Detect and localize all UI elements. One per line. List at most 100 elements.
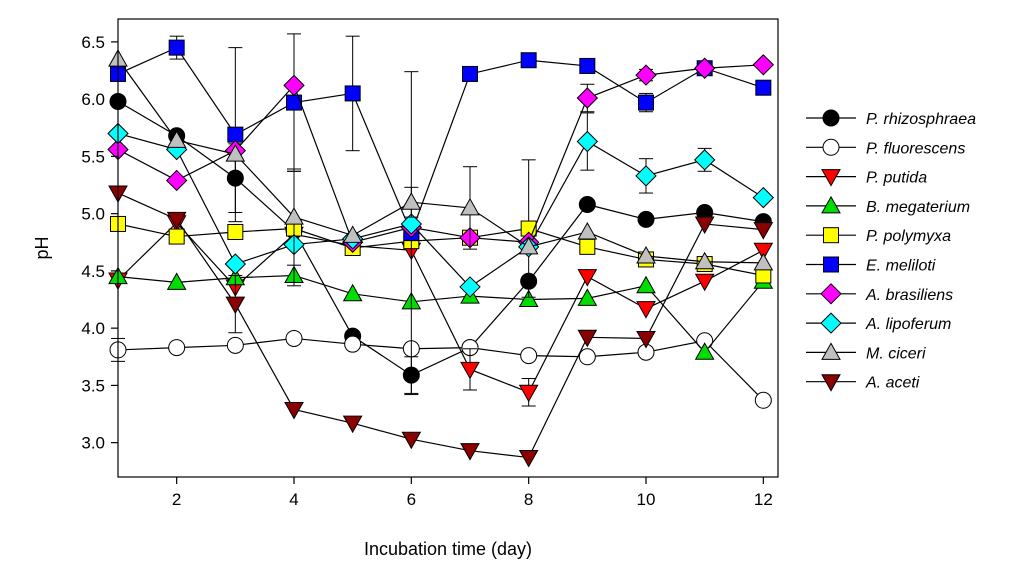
data-point bbox=[577, 269, 598, 287]
legend-item-p-rhizosphraea: P. rhizosphraea bbox=[806, 109, 976, 128]
x-tick-label: 6 bbox=[407, 490, 416, 509]
x-tick-label: 4 bbox=[289, 490, 298, 509]
series-p-polymyxa bbox=[110, 159, 772, 298]
data-point bbox=[693, 149, 716, 171]
legend-marker bbox=[820, 312, 842, 334]
data-point bbox=[579, 238, 596, 255]
series-m-ciceri bbox=[108, 49, 774, 271]
legend-label: A. aceti bbox=[865, 375, 920, 392]
data-point bbox=[284, 207, 304, 225]
data-point bbox=[694, 251, 715, 270]
data-point bbox=[462, 65, 478, 82]
data-point bbox=[400, 213, 423, 235]
series-p-fluorescens bbox=[109, 329, 772, 409]
legend-label: E. meliloti bbox=[866, 258, 936, 275]
series-p-putida bbox=[108, 215, 774, 407]
data-point bbox=[753, 252, 774, 271]
data-point bbox=[460, 443, 480, 461]
data-point bbox=[579, 57, 596, 74]
data-point bbox=[168, 39, 185, 56]
data-point bbox=[520, 52, 537, 69]
legend-marker bbox=[820, 283, 842, 305]
data-point bbox=[635, 64, 657, 86]
data-point bbox=[286, 94, 302, 111]
series-a-aceti bbox=[108, 185, 774, 468]
legend-label: B. megaterium bbox=[866, 199, 970, 216]
data-point bbox=[638, 94, 654, 111]
data-point bbox=[577, 221, 598, 240]
data-point bbox=[166, 211, 187, 230]
x-axis-title: Incubation time (day) bbox=[364, 539, 532, 559]
y-tick-label: 3.5 bbox=[81, 376, 105, 395]
series-line-b-megaterium bbox=[117, 274, 764, 354]
data-point bbox=[283, 74, 305, 97]
legend-item-p-polymyxa: P. polymyxa bbox=[806, 227, 951, 245]
legend-label: M. ciceri bbox=[866, 345, 926, 362]
data-point bbox=[520, 347, 538, 365]
data-point bbox=[227, 126, 244, 143]
legend-item-a-brasiliens: A. brasiliens bbox=[806, 283, 953, 305]
data-point bbox=[344, 335, 362, 353]
data-point bbox=[225, 144, 246, 162]
legend-item-a-lipoferum: A. lipoferum bbox=[806, 312, 951, 334]
legend-item-p-fluorescens: P. fluorescens bbox=[806, 138, 965, 157]
data-point bbox=[226, 336, 244, 354]
data-point bbox=[636, 330, 656, 349]
data-point bbox=[636, 301, 656, 319]
legend-label: P. rhizosphraea bbox=[866, 111, 976, 128]
series-line-p-putida bbox=[117, 221, 764, 394]
legend-marker bbox=[822, 138, 840, 156]
legend-item-b-megaterium: B. megaterium bbox=[806, 195, 970, 216]
data-point bbox=[753, 222, 774, 240]
data-point bbox=[755, 79, 772, 96]
legend-marker bbox=[823, 256, 839, 273]
legend-marker bbox=[821, 374, 841, 392]
x-tick-label: 2 bbox=[172, 490, 181, 509]
data-point bbox=[342, 283, 363, 302]
legend-item-a-aceti: A. aceti bbox=[806, 374, 920, 392]
data-point bbox=[285, 329, 303, 347]
legend-marker bbox=[823, 227, 839, 244]
data-point bbox=[518, 450, 539, 468]
data-point bbox=[636, 245, 656, 264]
axis-ticks: 2 4 6 8 10 12 3.0 3.5 4.0 4.5 5.0 5.5 6.0 6.5 bbox=[81, 33, 772, 509]
data-point bbox=[694, 342, 715, 360]
data-point bbox=[576, 87, 599, 109]
legend-marker bbox=[822, 109, 840, 127]
series-line-a-lipoferum bbox=[117, 132, 764, 288]
data-point bbox=[460, 197, 480, 216]
data-point bbox=[694, 216, 715, 234]
y-tick-label: 5.0 bbox=[81, 205, 105, 224]
legend-marker bbox=[821, 195, 841, 214]
data-point bbox=[636, 275, 656, 294]
data-point bbox=[693, 57, 716, 79]
data-point bbox=[637, 210, 655, 228]
data-point bbox=[518, 384, 539, 403]
x-tick-label: 12 bbox=[754, 490, 773, 509]
series-line-p-fluorescens bbox=[117, 337, 764, 401]
legend-item-m-ciceri: M. ciceri bbox=[806, 342, 926, 362]
legend-label: P. fluorescens bbox=[866, 140, 965, 157]
x-tick-label: 10 bbox=[637, 490, 656, 509]
data-point bbox=[344, 85, 361, 102]
data-point bbox=[754, 391, 772, 409]
series-line-m-ciceri bbox=[117, 58, 764, 264]
data-point bbox=[165, 169, 188, 192]
data-point bbox=[577, 288, 598, 306]
data-point bbox=[342, 225, 363, 243]
data-point bbox=[401, 192, 422, 210]
legend-label: A. brasiliens bbox=[865, 287, 953, 304]
data-point bbox=[635, 165, 657, 187]
y-tick-label: 5.5 bbox=[81, 147, 105, 166]
data-point bbox=[166, 130, 187, 148]
data-point bbox=[284, 401, 304, 420]
data-point bbox=[577, 329, 598, 348]
data-point bbox=[227, 223, 244, 240]
data-point bbox=[576, 130, 599, 153]
data-point bbox=[518, 289, 539, 308]
data-point bbox=[752, 186, 775, 209]
legend: P. rhizosphraea P. fluorescens P. putida B.… bbox=[806, 109, 976, 392]
series-line-p-rhizosphraea bbox=[117, 100, 764, 376]
y-axis-title: pH bbox=[32, 236, 52, 259]
